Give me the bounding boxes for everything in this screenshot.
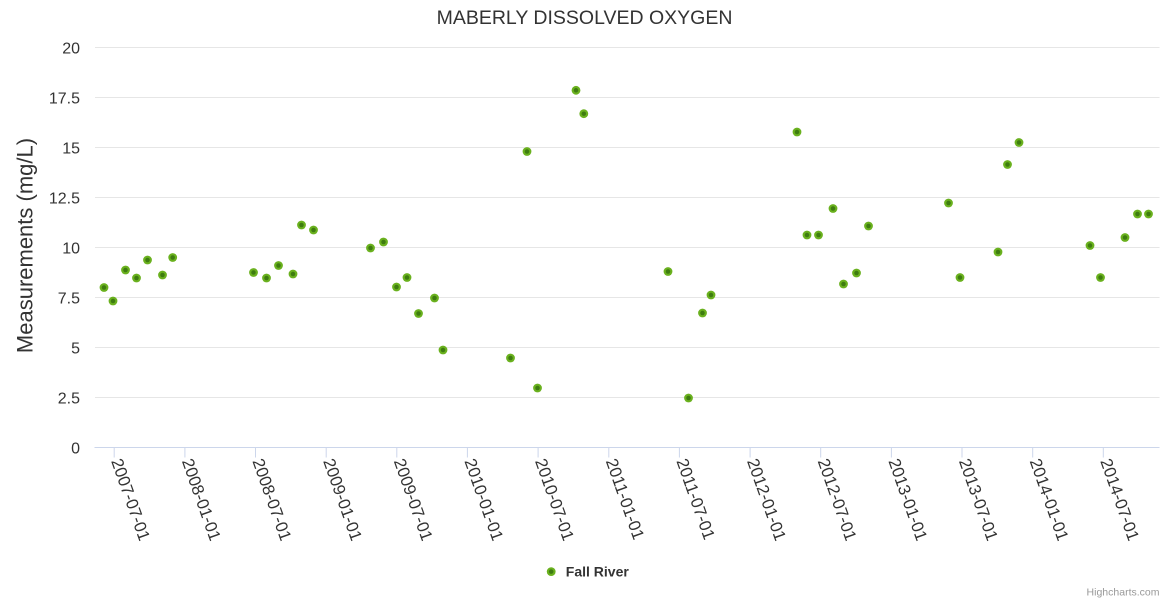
svg-text:MABERLY DISSOLVED OXYGEN: MABERLY DISSOLVED OXYGEN	[437, 7, 733, 29]
svg-text:15: 15	[62, 141, 80, 158]
svg-text:17.5: 17.5	[49, 91, 80, 108]
svg-text:7.5: 7.5	[58, 291, 80, 308]
svg-text:Measurements (mg/L): Measurements (mg/L)	[13, 138, 38, 353]
svg-text:Fall River: Fall River	[566, 564, 630, 580]
svg-text:12.5: 12.5	[49, 191, 80, 208]
svg-text:2.5: 2.5	[58, 391, 80, 408]
svg-text:0: 0	[71, 441, 80, 458]
svg-text:10: 10	[62, 241, 80, 258]
svg-text:5: 5	[71, 341, 80, 358]
svg-text:Highcharts.com: Highcharts.com	[1087, 587, 1160, 599]
svg-text:20: 20	[62, 41, 80, 58]
